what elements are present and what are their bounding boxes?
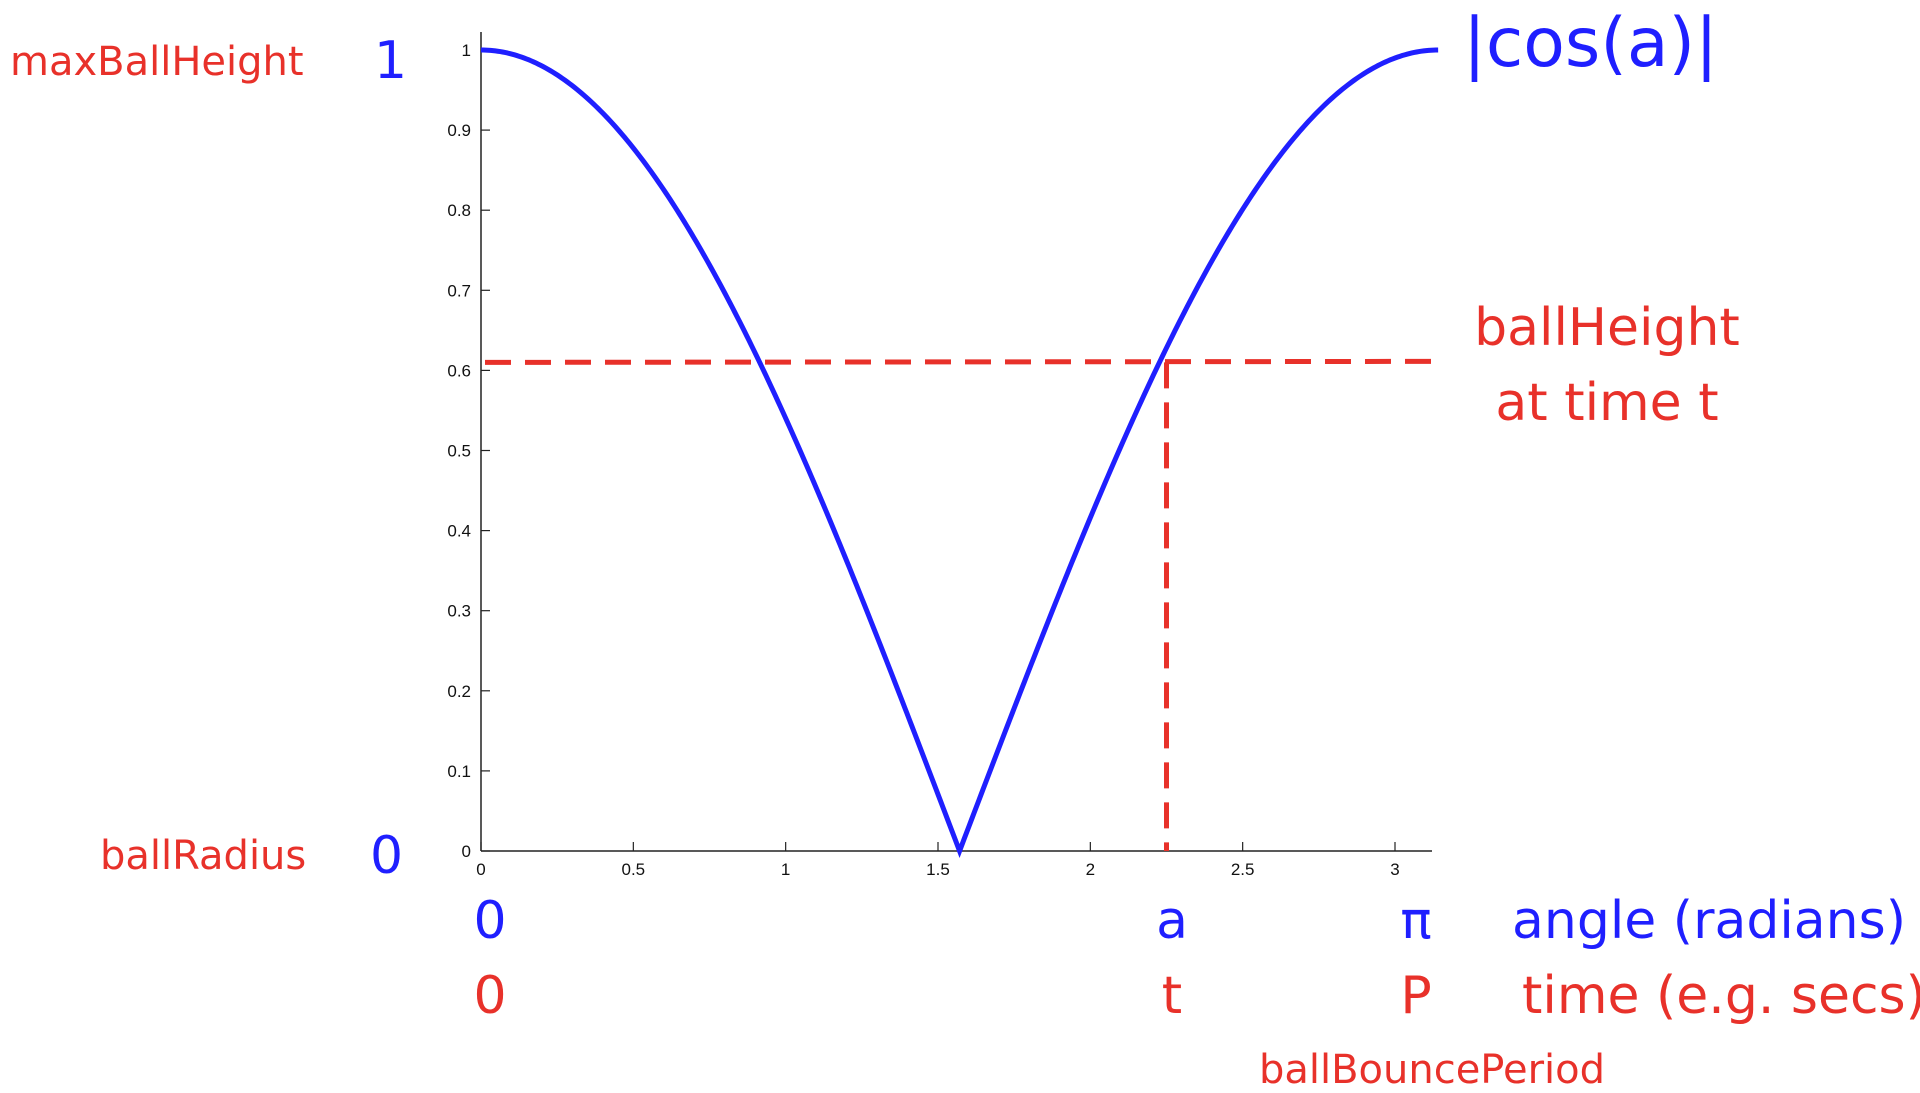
- height-label-line2: at time t: [1495, 373, 1718, 433]
- annotations: |cos(a)| maxBallHeight 1 ballRadius 0 ba…: [10, 4, 1920, 1093]
- y-tick-label: 0.9: [447, 121, 471, 140]
- y-max-blue-label: 1: [374, 31, 407, 91]
- y-tick-label: 0.8: [447, 201, 471, 220]
- y-tick-label: 0.4: [447, 522, 471, 541]
- x-tick-label: 2.5: [1231, 860, 1255, 879]
- y-tick-label: 1: [462, 41, 471, 60]
- y-tick-label: 0: [462, 842, 471, 861]
- y-tick-label: 0.1: [447, 762, 471, 781]
- period-label: ballBouncePeriod: [1259, 1047, 1605, 1093]
- y-tick-label: 0.6: [447, 361, 471, 380]
- y-min-red-label: ballRadius: [100, 833, 306, 879]
- series-line: [480, 47, 1439, 859]
- height-label-line1: ballHeight: [1474, 298, 1740, 358]
- x-end-red-label: P: [1400, 966, 1431, 1026]
- x-point-blue-label: a: [1156, 891, 1188, 951]
- y-tick-label: 0.5: [447, 442, 471, 461]
- y-min-blue-label: 0: [370, 826, 403, 886]
- ticks: 0 0.5 1 1.5 2 2.5 3 0 0.1 0.2 0.3 0.4 0.5 0.6 0.7 0.8 0.…: [447, 41, 1399, 879]
- x-start-blue-label: 0: [473, 891, 506, 951]
- axes: [480, 32, 1432, 852]
- x-tick-label: 1.5: [926, 860, 950, 879]
- x-tick-label: 0: [476, 860, 485, 879]
- y-tick-label: 0.3: [447, 602, 471, 621]
- x-end-blue-label: π: [1400, 891, 1431, 951]
- x-tick-label: 1: [781, 860, 790, 879]
- height-reference-line: [484, 358, 1437, 365]
- function-label: |cos(a)|: [1463, 4, 1718, 83]
- x-axis-red-label: time (e.g. secs): [1522, 966, 1920, 1026]
- reference-lines: [484, 358, 1437, 851]
- x-tick-label: 0.5: [622, 860, 646, 879]
- x-start-red-label: 0: [473, 966, 506, 1026]
- x-tick-label: 2: [1086, 860, 1095, 879]
- y-tick-label: 0.7: [447, 281, 471, 300]
- series: [480, 47, 1439, 859]
- y-tick-label: 0.2: [447, 682, 471, 701]
- x-axis-blue-label: angle (radians): [1512, 891, 1906, 951]
- y-max-red-label: maxBallHeight: [10, 39, 304, 85]
- x-tick-label: 3: [1390, 860, 1399, 879]
- x-point-red-label: t: [1162, 966, 1182, 1026]
